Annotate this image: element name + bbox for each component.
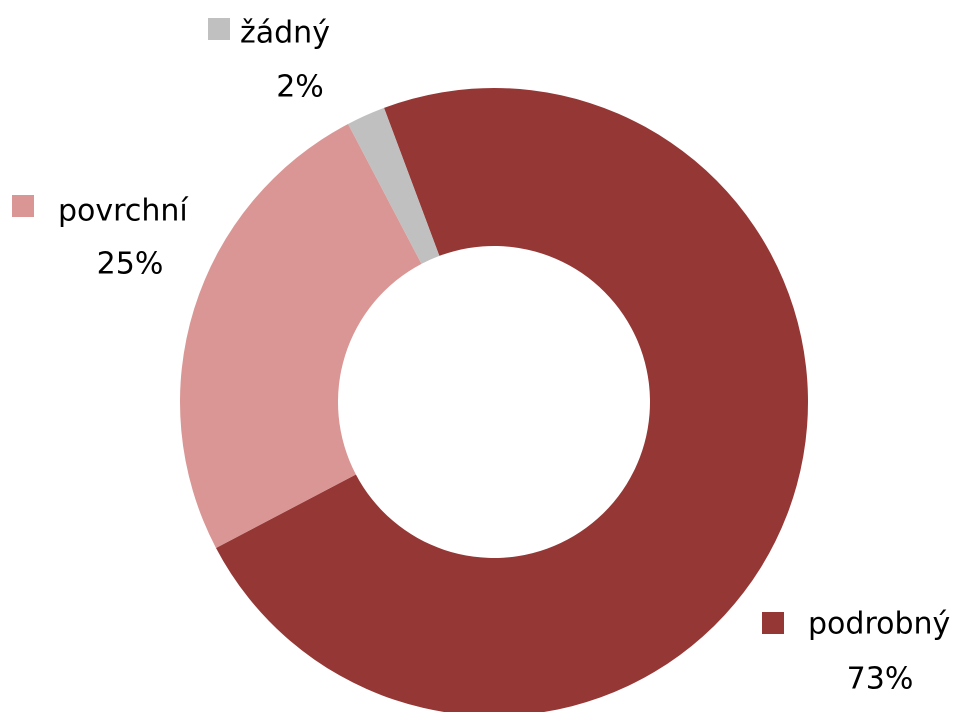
- slice-name: povrchní: [58, 194, 189, 229]
- slice-value-label: 25%: [97, 247, 164, 282]
- donut-slice: [215, 88, 808, 712]
- slice-name: žádný: [240, 16, 330, 51]
- slice-value-label: 73%: [847, 662, 914, 697]
- legend-swatch: [12, 195, 34, 217]
- donut-slice: [180, 123, 422, 548]
- slice-value-label: 2%: [276, 70, 324, 105]
- legend-swatch: [208, 18, 230, 40]
- legend-swatch: [762, 612, 784, 634]
- donut-slice: [348, 107, 440, 264]
- slice-name: podrobný: [808, 607, 950, 642]
